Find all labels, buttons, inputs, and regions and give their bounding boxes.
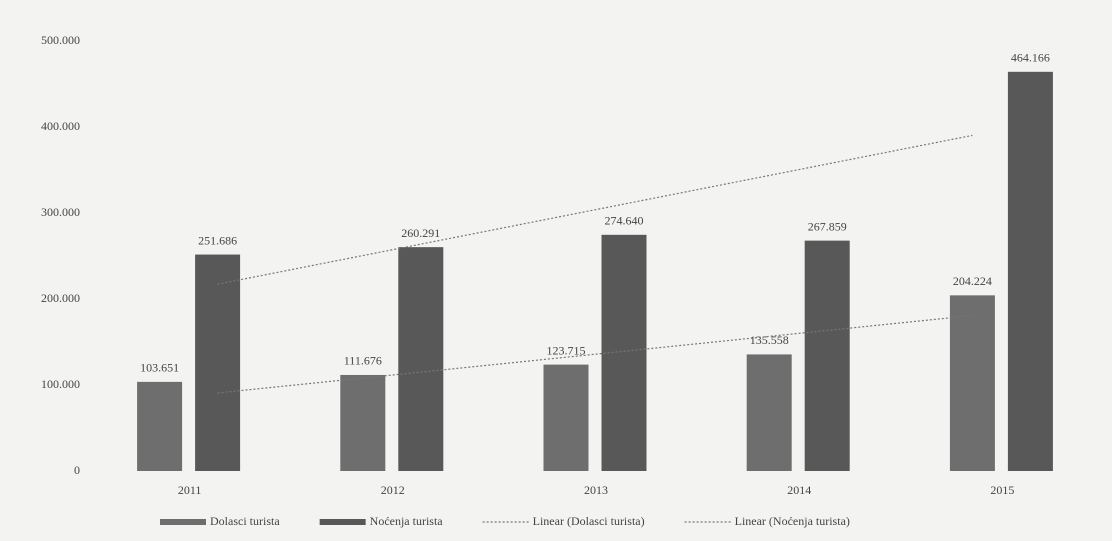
- bar: [804, 240, 850, 471]
- bar: [398, 247, 444, 471]
- y-tick-label: 500.000: [41, 33, 80, 47]
- bar: [1007, 71, 1053, 472]
- y-tick-label: 300.000: [41, 205, 80, 219]
- legend-swatch: [160, 519, 206, 525]
- x-tick-label: 2015: [990, 483, 1014, 497]
- trend-line: [217, 314, 973, 394]
- data-label: 123.715: [547, 343, 586, 357]
- y-tick-label: 400.000: [41, 119, 80, 133]
- data-label: 251.686: [198, 233, 237, 247]
- data-label: 135.558: [750, 333, 789, 347]
- data-label: 274.640: [605, 214, 644, 228]
- trend-line: [217, 134, 973, 285]
- data-label: 103.651: [140, 361, 179, 375]
- bar: [340, 374, 386, 471]
- data-label: 267.859: [808, 219, 847, 233]
- x-tick-label: 2012: [381, 483, 405, 497]
- y-tick-label: 0: [74, 463, 80, 477]
- bar: [195, 254, 241, 471]
- data-label: 464.166: [1011, 51, 1050, 65]
- bar: [137, 381, 183, 471]
- x-tick-label: 2014: [787, 483, 811, 497]
- x-tick-label: 2011: [178, 483, 202, 497]
- data-label: 204.224: [953, 274, 992, 288]
- bar: [746, 354, 792, 471]
- legend-label: Linear (Dolasci turista): [533, 514, 645, 528]
- legend-swatch: [319, 519, 366, 525]
- y-tick-label: 100.000: [41, 377, 80, 391]
- data-label: 111.676: [344, 354, 382, 368]
- x-tick-label: 2013: [584, 483, 608, 497]
- data-label: 260.291: [401, 226, 440, 240]
- bar: [543, 364, 589, 471]
- legend-label: Dolasci turista: [210, 514, 280, 528]
- y-tick-label: 200.000: [41, 291, 80, 305]
- legend-label: Linear (Noćenja turista): [735, 514, 850, 528]
- legend-label: Noćenja turista: [370, 514, 444, 528]
- bar: [949, 295, 995, 471]
